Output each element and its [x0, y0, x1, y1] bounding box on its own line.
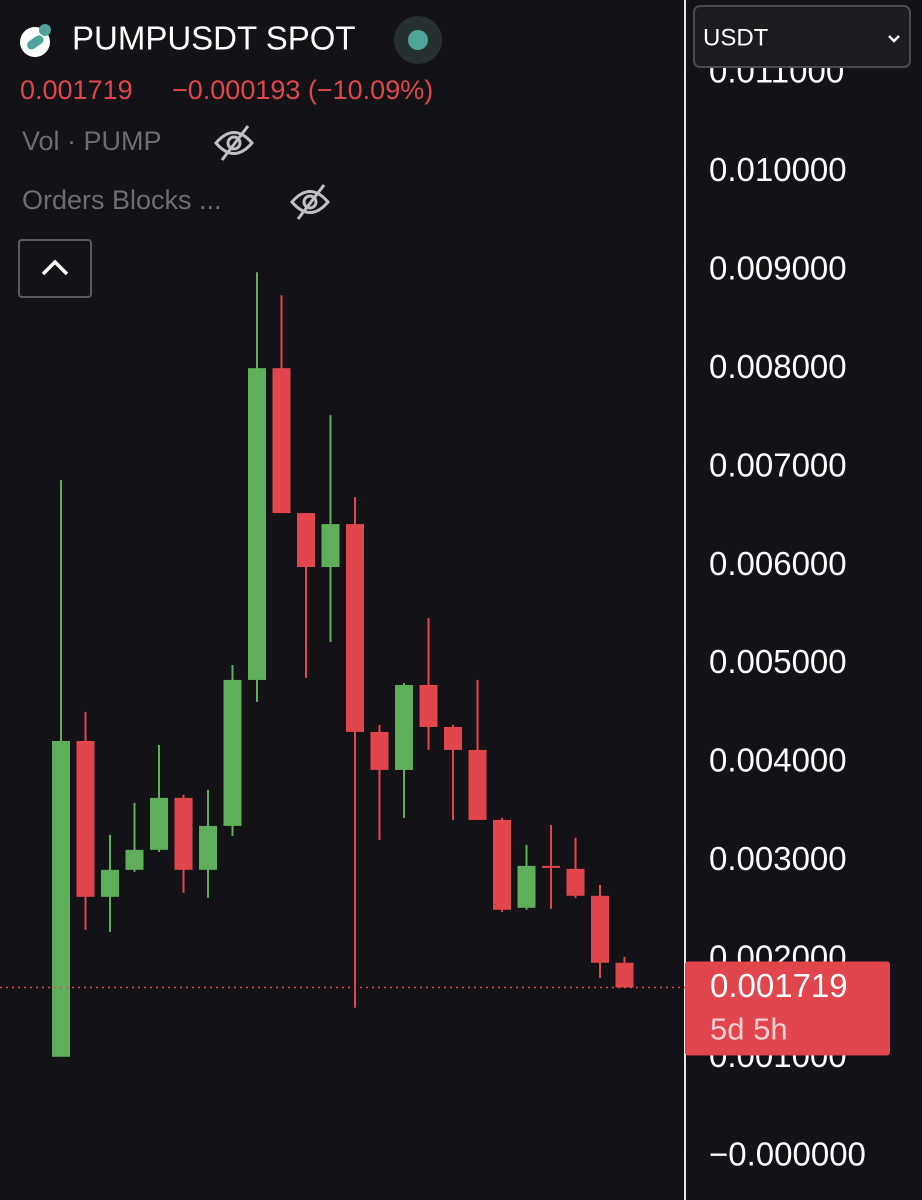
- candle-body: [395, 684, 413, 770]
- y-tick-label: 0.005000: [709, 643, 847, 680]
- candle-body: [272, 368, 291, 514]
- hide-icon[interactable]: [214, 125, 254, 161]
- candle-body: [370, 731, 389, 770]
- currency-label: USDT: [703, 24, 769, 51]
- candle-body: [76, 740, 95, 897]
- candle-body: [125, 849, 144, 870]
- indicator-label[interactable]: Vol · PUMP: [22, 126, 162, 156]
- y-tick-label: 0.003000: [709, 840, 847, 877]
- y-tick-label: 0.009000: [709, 249, 847, 286]
- candle-body: [150, 797, 168, 850]
- header-change: −0.000193 (−10.09%): [172, 75, 433, 105]
- collapse-icon: [41, 259, 69, 276]
- countdown-label: 5d 5h: [710, 1012, 788, 1047]
- candle-body: [566, 868, 585, 896]
- candle-body: [101, 869, 119, 897]
- candle-body: [321, 524, 340, 568]
- candle-body: [542, 865, 560, 868]
- last-price-label: 0.001719: [710, 967, 848, 1004]
- candle-body: [52, 740, 70, 1057]
- candle-body: [419, 684, 438, 727]
- candle-body: [297, 513, 315, 568]
- header-price: 0.001719: [20, 75, 133, 105]
- hide-icon[interactable]: [290, 184, 330, 220]
- candle-body: [615, 962, 634, 988]
- symbol-title: PUMPUSDT SPOT: [72, 20, 356, 57]
- currency-dropdown[interactable]: [693, 5, 911, 68]
- y-tick-label: 0.008000: [709, 348, 847, 385]
- last-price-tag: [685, 961, 890, 1056]
- candle-body: [517, 865, 536, 908]
- indicator-label[interactable]: Orders Blocks ...: [22, 185, 222, 215]
- dropdown-chevron: [888, 35, 900, 43]
- candle-body: [174, 797, 193, 870]
- coin-logo-badge: [39, 24, 51, 36]
- candle-body: [248, 368, 266, 680]
- candle-body: [199, 825, 217, 870]
- candle-body: [223, 679, 242, 826]
- coin-logo-pill: [27, 35, 44, 50]
- candle-body: [591, 895, 609, 963]
- y-tick-label: 0.007000: [709, 446, 847, 483]
- candle-body: [346, 524, 364, 732]
- candle-body: [493, 819, 511, 910]
- candle-body: [468, 749, 487, 820]
- status-dot: [408, 30, 428, 50]
- y-tick-label: 0.006000: [709, 545, 847, 582]
- y-tick-label: 0.004000: [709, 742, 847, 779]
- candle-body: [444, 726, 462, 750]
- y-tick-label: 0.010000: [709, 151, 847, 188]
- collapse-button[interactable]: [18, 239, 92, 298]
- y-tick-label: −0.000000: [709, 1135, 866, 1172]
